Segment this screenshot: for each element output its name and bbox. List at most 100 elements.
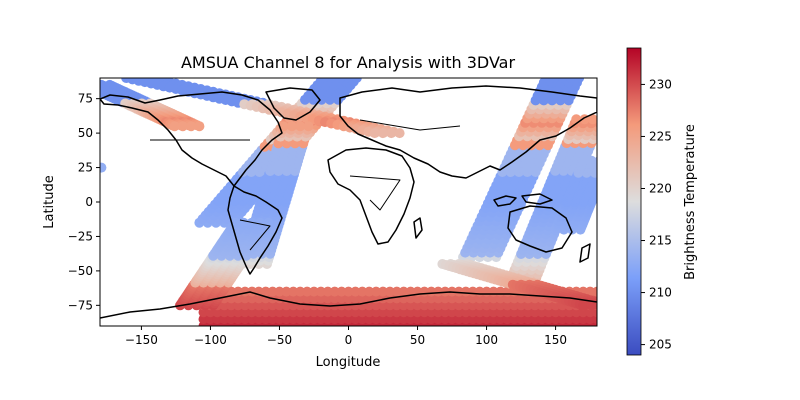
scatter-point bbox=[378, 314, 388, 325]
scatter-point bbox=[585, 286, 596, 297]
y-axis-ticks: −75 −50 −25 0 25 50 75 bbox=[68, 92, 100, 312]
scatter-point bbox=[371, 314, 382, 325]
scatter-point bbox=[371, 300, 382, 311]
scatter-point bbox=[447, 307, 457, 318]
scatter-point bbox=[460, 286, 471, 297]
scatter-point bbox=[412, 314, 423, 325]
scatter-point bbox=[357, 314, 368, 325]
scatter-point bbox=[80, 80, 90, 90]
scatter-point bbox=[288, 286, 299, 297]
x-tick-label: −100 bbox=[194, 333, 227, 347]
scatter-point bbox=[447, 314, 457, 325]
scatter-point bbox=[226, 314, 237, 325]
scatter-point bbox=[481, 307, 492, 318]
scatter-point bbox=[233, 300, 244, 311]
scatter-point bbox=[391, 314, 402, 325]
scatter-point bbox=[350, 300, 361, 311]
colorbar-tick-label: 205 bbox=[649, 338, 672, 352]
scatter-point bbox=[502, 314, 513, 325]
colorbar bbox=[626, 47, 642, 356]
scatter-point bbox=[481, 300, 492, 311]
scatter-point bbox=[335, 78, 346, 83]
y-tick-label: −25 bbox=[68, 229, 93, 243]
scatter-point bbox=[571, 307, 582, 318]
scatter-point bbox=[405, 286, 416, 297]
scatter-point bbox=[564, 307, 575, 318]
scatter-point bbox=[336, 307, 347, 318]
scatter-point bbox=[246, 300, 257, 311]
scatter-point bbox=[523, 307, 533, 318]
x-tick-label: 0 bbox=[345, 333, 353, 347]
scatter-point bbox=[384, 307, 395, 318]
scatter-point bbox=[343, 314, 354, 325]
scatter-point bbox=[467, 300, 478, 311]
scatter-point bbox=[288, 307, 299, 318]
scatter-point bbox=[322, 314, 333, 325]
x-tick-label: 50 bbox=[410, 333, 425, 347]
scatter-point bbox=[550, 307, 561, 318]
scatter-point bbox=[378, 307, 388, 318]
scatter-point bbox=[329, 307, 340, 318]
scatter-point bbox=[398, 286, 409, 297]
scatter-point bbox=[274, 300, 285, 311]
scatter-point bbox=[309, 286, 319, 297]
scatter-point bbox=[495, 314, 506, 325]
scatter-point bbox=[219, 300, 230, 311]
scatter-point bbox=[453, 307, 464, 318]
scatter-point bbox=[253, 300, 264, 311]
scatter-point bbox=[433, 300, 444, 311]
scatter-point bbox=[274, 286, 285, 297]
scatter-point bbox=[453, 314, 464, 325]
scatter-point bbox=[281, 307, 292, 318]
x-axis-ticks: −150 −100 −50 0 50 100 150 bbox=[125, 326, 567, 347]
scatter-point bbox=[557, 314, 568, 325]
scatter-point bbox=[84, 82, 94, 92]
scatter-point bbox=[405, 300, 416, 311]
scatter-point bbox=[357, 307, 368, 318]
scatter-point bbox=[474, 300, 485, 311]
scatter-point bbox=[516, 314, 527, 325]
scatter-point bbox=[371, 307, 382, 318]
x-tick-label: 150 bbox=[544, 333, 567, 347]
scatter-point bbox=[169, 121, 180, 132]
scatter-point bbox=[326, 78, 337, 83]
scatter-point bbox=[364, 314, 375, 325]
scatter-point bbox=[281, 300, 292, 311]
scatter-point bbox=[502, 307, 513, 318]
scatter-point bbox=[260, 314, 271, 325]
scatter-point bbox=[529, 307, 540, 318]
scatter-point bbox=[594, 156, 597, 165]
y-tick-label: 0 bbox=[85, 195, 93, 209]
scatter-point bbox=[596, 116, 597, 123]
scatter-point bbox=[600, 299, 610, 309]
scatter-point bbox=[502, 300, 513, 311]
scatter-point bbox=[557, 307, 568, 318]
scatter-point bbox=[540, 78, 551, 83]
scatter-point bbox=[343, 78, 354, 83]
scatter-point bbox=[219, 307, 230, 318]
scatter-point bbox=[557, 78, 568, 83]
scatter-point bbox=[288, 314, 299, 325]
scatter-point bbox=[543, 307, 554, 318]
scatter-point bbox=[440, 307, 451, 318]
x-axis-label: Longitude bbox=[316, 355, 381, 370]
scatter-point bbox=[398, 307, 409, 318]
scatter-point bbox=[592, 286, 597, 297]
scatter-point bbox=[253, 314, 264, 325]
scatter-point bbox=[233, 314, 244, 325]
scatter-point bbox=[267, 314, 278, 325]
scatter-point bbox=[357, 286, 368, 297]
scatter-point bbox=[398, 300, 409, 311]
scatter-point bbox=[600, 163, 610, 173]
scatter-point bbox=[177, 121, 188, 132]
scatter-point bbox=[240, 314, 250, 325]
scatter-point bbox=[426, 307, 437, 318]
colorbar-tick-label: 210 bbox=[649, 286, 672, 300]
scatter-point bbox=[302, 314, 313, 325]
scatter-point bbox=[523, 314, 533, 325]
scatter-point bbox=[267, 300, 278, 311]
scatter-point bbox=[336, 286, 347, 297]
scatter-point bbox=[198, 314, 209, 325]
chart-title: AMSUA Channel 8 for Analysis with 3DVar bbox=[181, 53, 516, 72]
colorbar-tick-label: 230 bbox=[649, 77, 672, 91]
